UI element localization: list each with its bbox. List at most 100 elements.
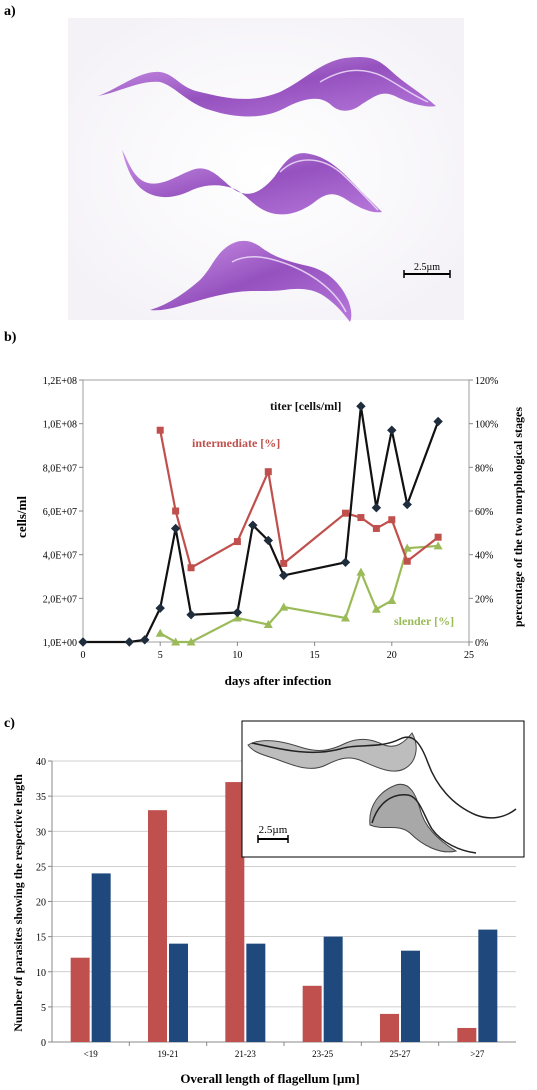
x-tick-label: <19 [84, 1049, 99, 1059]
y2-tick-label: 0% [475, 638, 488, 649]
x-tick-label: 19-21 [158, 1049, 179, 1059]
y-tick-label: 1,0E+00 [43, 638, 77, 649]
flagellum-chart-bars [70, 782, 498, 1042]
intermediate-point [357, 514, 365, 522]
slender-point [371, 604, 381, 613]
titer-point [356, 401, 366, 411]
bar-series-1 [401, 950, 420, 1042]
bar-series-1 [246, 943, 266, 1042]
y2-tick-label: 100% [475, 420, 498, 431]
inset-scale-label: 2.5µm [259, 824, 288, 836]
micrograph-scale-bar: 2.5µm [403, 262, 451, 278]
titer-chart-ylabel: cells/ml [14, 496, 29, 538]
titer-point [170, 523, 181, 534]
intermediate-point [156, 426, 164, 434]
titer-point [78, 637, 88, 647]
titer-chart-series: titer [cells/ml] intermediate [%] slender … [78, 399, 454, 647]
slender-point [279, 602, 289, 611]
y-tick-label: 1,2E+08 [43, 376, 77, 387]
titer-point [387, 425, 397, 435]
panel-label-c: c) [4, 716, 15, 731]
series-line-2 [159, 544, 439, 644]
titer-point [263, 535, 273, 546]
series-label-2: slender [%] [394, 614, 454, 628]
titer-chart-xlabel: days after infection [225, 673, 332, 688]
scale-bar-label: 2.5µm [414, 262, 440, 273]
y-tick-label: 8,0E+07 [43, 463, 77, 474]
y-tick-label: 2,0E+07 [43, 594, 77, 605]
titer-chart: 1,0E+00 2,0E+07 4,0E+07 6,0E+07 8,0E+07 1,0E+… [14, 376, 525, 688]
titer-point [155, 603, 165, 613]
titer-chart-y2label: percentage of the two morphological stag… [511, 407, 525, 627]
slender-point [263, 620, 273, 629]
trypanosome-micrograph: 2.5µm [68, 18, 464, 322]
panel-label-a: a) [4, 4, 16, 19]
bar-series-0 [70, 957, 90, 1042]
bar-series-1 [323, 936, 343, 1042]
inset-scale-bar: 2.5µm [257, 824, 289, 843]
bar-series-0 [225, 782, 245, 1042]
titer-point [140, 635, 150, 645]
slender-point [340, 613, 350, 622]
x-tick-label: 23-25 [312, 1049, 333, 1059]
trypanosome-cell-2 [122, 150, 382, 215]
slender-point [387, 596, 397, 605]
series-label-0: titer [cells/ml] [270, 399, 341, 413]
y-tick-label: 20 [36, 898, 46, 909]
x-tick-label: 15 [310, 650, 320, 661]
y-tick-label: 30 [36, 827, 46, 838]
flagellum-length-chart: 0 5 10 15 20 25 30 35 40 <19 19-21 21-23 23-25 25-27 >… [11, 720, 525, 1086]
titer-point [340, 557, 351, 568]
x-tick-label: 20 [387, 650, 397, 661]
trypanosome-cell-3 [150, 240, 352, 322]
x-tick-label: 25-27 [390, 1049, 411, 1059]
intermediate-point [403, 557, 411, 565]
bar-series-1 [91, 873, 111, 1042]
titer-point [248, 520, 258, 530]
series-line-0 [83, 406, 440, 644]
titer-point [124, 637, 135, 647]
bar-series-1 [169, 943, 188, 1042]
titer-point [371, 503, 382, 513]
intermediate-point [372, 524, 380, 532]
y-tick-label: 40 [36, 757, 46, 768]
x-tick-label: 25 [464, 650, 474, 661]
y2-tick-label: 20% [475, 594, 493, 605]
slender-point [186, 637, 196, 646]
slender-point [433, 541, 443, 550]
slender-point [171, 637, 181, 646]
flagellum-chart-ylabel: Number of parasites showing the respecti… [11, 774, 25, 1032]
titer-point [433, 416, 443, 427]
y-tick-label: 35 [36, 792, 46, 803]
titer-point [186, 610, 196, 620]
inset-trypanosome-outline [247, 732, 517, 854]
x-tick-label: 5 [158, 650, 163, 661]
y2-tick-label: 40% [475, 551, 493, 562]
y-tick-label: 15 [36, 933, 46, 944]
titer-chart-axes: 1,0E+00 2,0E+07 4,0E+07 6,0E+07 8,0E+07 1,0E+… [43, 376, 499, 661]
y-tick-label: 6,0E+07 [43, 507, 77, 518]
titer-point [232, 607, 243, 618]
intermediate-point [434, 533, 442, 541]
slender-point [356, 567, 366, 576]
y-tick-label: 10 [36, 968, 46, 979]
slender-point [155, 628, 165, 637]
series-label-1: intermediate [%] [192, 436, 280, 450]
x-tick-label: >27 [470, 1049, 485, 1059]
panel-label-b: b) [4, 330, 17, 345]
bar-series-0 [380, 1013, 399, 1042]
bar-series-0 [302, 985, 322, 1042]
bar-series-0 [457, 1027, 477, 1042]
x-tick-label: 10 [232, 650, 242, 661]
y-tick-label: 25 [36, 862, 46, 873]
intermediate-point [388, 516, 396, 524]
trypanosome-cell-1 [98, 57, 436, 117]
bar-series-1 [478, 929, 498, 1042]
titer-point [279, 570, 289, 581]
slender-point [232, 613, 242, 622]
bar-series-0 [148, 810, 167, 1042]
y-tick-label: 4,0E+07 [43, 551, 77, 562]
intermediate-point [280, 559, 288, 567]
intermediate-point [264, 468, 272, 476]
y-tick-label: 5 [41, 1003, 46, 1014]
